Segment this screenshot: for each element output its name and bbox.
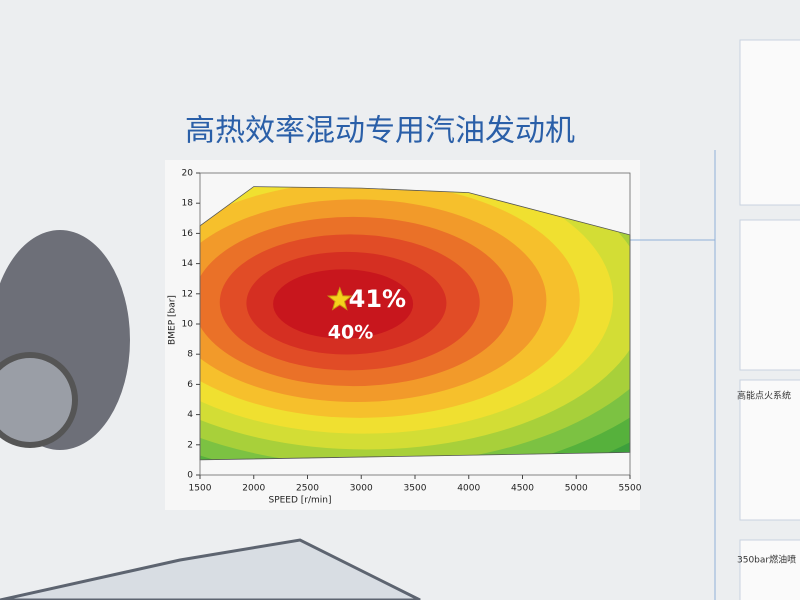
connector — [630, 150, 716, 600]
side-panel — [739, 379, 800, 521]
side-panel — [739, 219, 800, 371]
y-tick-label: 6 — [187, 380, 193, 390]
contour-group — [200, 186, 630, 460]
x-tick-label: 3000 — [350, 484, 373, 494]
x-tick-label: 3500 — [404, 484, 427, 494]
side-panel — [739, 39, 800, 206]
y-tick-label: 2 — [187, 440, 193, 450]
envelope — [199, 186, 631, 461]
x-tick-label: 5000 — [565, 484, 588, 494]
y-tick-label: 0 — [187, 471, 193, 481]
chart-title: 高热效率混动专用汽油发动机 — [185, 114, 575, 149]
y-tick-label: 14 — [182, 259, 194, 269]
x-tick-label: 1500 — [189, 484, 212, 494]
x-tick-label: 4500 — [511, 484, 534, 494]
y-tick-label: 16 — [182, 229, 194, 239]
side-label: 350bar燃油喷 — [737, 554, 796, 566]
x-tick-label: 5500 — [619, 484, 642, 494]
annotation: 41% — [349, 285, 406, 313]
y-tick-label: 10 — [182, 320, 194, 330]
car-image — [0, 538, 421, 600]
side-label: 高能点火系统 — [737, 390, 791, 402]
y-tick-label: 8 — [187, 350, 193, 360]
annotation: 40% — [328, 322, 373, 344]
peak-marker — [326, 286, 353, 311]
y-tick-label: 4 — [187, 410, 193, 420]
y-tick-label: 12 — [182, 289, 193, 299]
x-tick-label: 2500 — [296, 484, 319, 494]
x-tick-label: 2000 — [242, 484, 265, 494]
x-axis-label: SPEED [r/min] — [268, 496, 331, 506]
y-tick-label: 20 — [182, 169, 194, 179]
x-tick-label: 4000 — [457, 484, 480, 494]
y-tick-label: 18 — [182, 199, 194, 209]
flywheel — [0, 352, 78, 448]
side-panel — [739, 539, 800, 600]
y-axis-label: BMEP [bar] — [168, 295, 178, 345]
